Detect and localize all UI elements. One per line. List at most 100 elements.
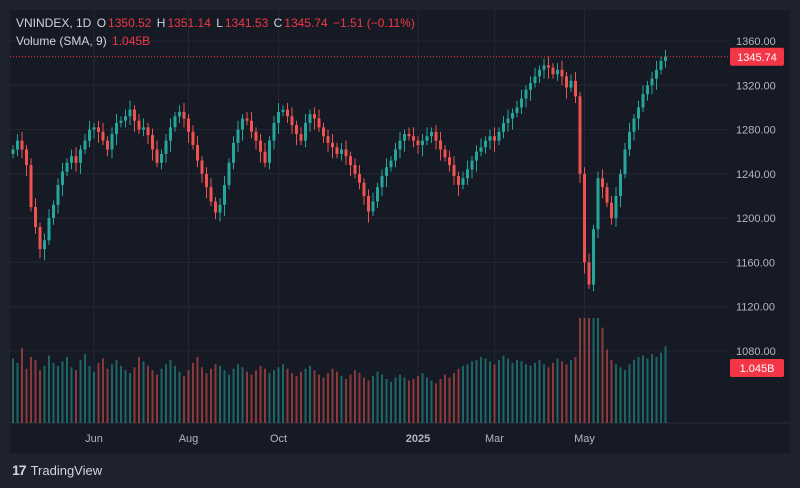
volume-bar	[520, 361, 523, 423]
volume-label[interactable]: Volume (SMA, 9)	[16, 34, 107, 48]
volume-bar	[205, 373, 208, 423]
candle-body	[34, 207, 37, 227]
candle-body	[655, 69, 658, 79]
candle-body	[317, 118, 321, 128]
candle-body	[56, 184, 60, 205]
volume-bar	[79, 359, 82, 423]
volume-bar	[210, 368, 212, 423]
y-tick-label: 1160.00	[736, 257, 775, 269]
candle-body	[241, 118, 244, 130]
volume-bar	[561, 361, 563, 423]
candle-body	[502, 122, 505, 132]
candlestick-chart[interactable]: 1360.00 1320.00 1280.00 1240.00 1200.00 1160.…	[10, 10, 790, 453]
candle-body	[340, 149, 343, 154]
candle-body	[304, 122, 307, 141]
candle-body	[551, 67, 555, 75]
volume-bar	[93, 371, 95, 423]
volume-bar	[354, 370, 356, 423]
candle-body	[542, 65, 546, 70]
candle-body	[371, 201, 375, 212]
candle-body	[646, 85, 649, 95]
volume-bar	[525, 364, 527, 423]
open-label: O	[96, 16, 107, 30]
price-tag-box	[730, 47, 784, 66]
volume-bar	[462, 365, 464, 423]
candle-body	[430, 131, 433, 137]
candle-body	[394, 149, 397, 161]
x-tick-label: Aug	[179, 433, 199, 445]
candle-body	[466, 169, 469, 179]
candle-body	[61, 171, 64, 185]
candle-body	[439, 140, 442, 150]
volume-bar	[196, 357, 199, 423]
x-tick-label: Mar	[485, 433, 504, 445]
volume-bar	[327, 373, 329, 423]
candle-body	[281, 109, 285, 112]
candle-body	[493, 136, 496, 141]
candle-body	[592, 229, 595, 285]
candle-body	[43, 240, 46, 250]
volume-bar	[493, 364, 496, 423]
candle-body	[268, 140, 271, 163]
candle-body	[484, 140, 487, 148]
candle-body	[443, 149, 447, 158]
x-tick-label: Oct	[270, 433, 287, 445]
candle-body	[425, 136, 429, 141]
candle-body	[160, 153, 163, 163]
chart-pane[interactable]: 1360.00 1320.00 1280.00 1240.00 1200.00 1160.…	[10, 10, 790, 453]
low-value: 1341.53	[224, 16, 269, 30]
x-tick-label: Jun	[85, 433, 103, 445]
candle-body	[38, 227, 42, 250]
tradingview-footer[interactable]: 17 TradingView	[12, 462, 102, 478]
candle-body	[461, 178, 465, 185]
candle-body	[556, 69, 559, 75]
volume-bar	[88, 365, 91, 423]
volume-bar	[250, 374, 253, 423]
candle-body	[610, 202, 613, 219]
volume-bar	[129, 373, 131, 423]
candle-body	[583, 173, 586, 263]
volume-bar	[583, 318, 586, 423]
high-value: 1351.14	[167, 16, 211, 30]
candle-body	[245, 118, 249, 121]
volume-bar	[489, 361, 491, 423]
volume-tag-box	[730, 359, 784, 377]
volume-bar	[174, 365, 176, 423]
y-tick-label: 1240.00	[736, 169, 776, 181]
volume-bar	[97, 362, 100, 423]
candle-body	[452, 165, 456, 177]
candle-body	[380, 176, 384, 188]
candle-body	[182, 111, 186, 119]
volume-bar	[651, 354, 653, 423]
volume-bar	[30, 357, 32, 423]
volume-bar	[147, 365, 149, 423]
candle-body	[223, 184, 226, 205]
candle-body	[457, 176, 460, 185]
volume-bar	[318, 374, 320, 423]
candle-body	[259, 140, 262, 152]
candle-body	[529, 83, 532, 90]
volume-bar	[426, 377, 428, 423]
candle-body	[97, 127, 100, 132]
volume-bar	[448, 377, 451, 423]
volume-bar	[394, 377, 397, 423]
candle-body	[106, 140, 109, 150]
volume-bar	[655, 357, 658, 423]
volume-bar	[178, 371, 181, 423]
volume-bar	[192, 362, 194, 423]
volume-bar	[282, 364, 284, 423]
candle-body	[79, 149, 82, 163]
low-label: L	[216, 16, 223, 30]
volume-bar	[133, 367, 136, 423]
volume-bar	[484, 358, 487, 423]
volume-bar	[61, 361, 64, 423]
high-label: H	[156, 16, 166, 30]
candle-body	[133, 109, 136, 121]
volume-bar	[480, 357, 482, 423]
symbol-label[interactable]: VNINDEX, 1D	[16, 16, 92, 30]
candle-body	[344, 149, 348, 157]
volume-bar	[601, 327, 604, 423]
candle-body	[637, 107, 640, 119]
volume-bar	[43, 365, 46, 423]
candle-body	[421, 140, 424, 146]
